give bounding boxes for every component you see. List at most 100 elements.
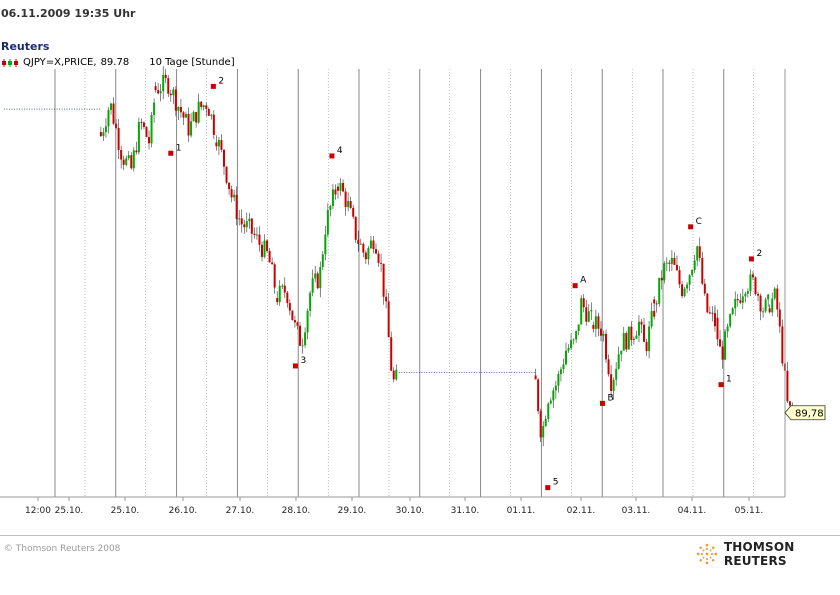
candle-body (195, 112, 198, 123)
candle-body (731, 308, 734, 315)
candle-body (658, 277, 661, 304)
candle-body (570, 340, 573, 349)
candle-body (135, 150, 138, 153)
candle-body (622, 333, 625, 351)
wave-marker (210, 83, 216, 89)
candle-body (301, 345, 304, 347)
candle-body (534, 375, 537, 380)
wave-label: 2 (756, 249, 762, 259)
candle-body (612, 379, 615, 391)
candle-body (726, 326, 729, 332)
candle-body (162, 74, 165, 92)
wave-marker (545, 485, 551, 491)
candle-body (683, 288, 686, 297)
candle-body (582, 298, 585, 308)
candle-body (364, 252, 367, 260)
x-tick-label: 28.10. (282, 506, 311, 516)
footer-divider (0, 535, 840, 536)
wave-marker (688, 224, 694, 230)
candle-body (607, 359, 610, 375)
candle-body (169, 93, 172, 96)
candle-body (542, 426, 545, 438)
x-tick-label: 30.10. (396, 506, 425, 516)
candle-body (349, 201, 352, 208)
candle-body (767, 294, 770, 300)
candle-body (385, 296, 388, 302)
candle-body (359, 243, 362, 245)
candle-body (339, 183, 342, 191)
thomson-reuters-logo-icon (696, 543, 718, 565)
candle-body (326, 209, 329, 235)
candle-body (734, 299, 737, 309)
candle-body (539, 411, 542, 438)
candle-body (314, 273, 317, 279)
candle-body (205, 105, 208, 109)
wave-marker (168, 150, 174, 156)
candle-body (117, 127, 120, 150)
candle-body (311, 278, 314, 293)
candle-body (617, 354, 620, 369)
candle-body (746, 291, 749, 294)
candle-body (207, 108, 210, 116)
candle-body (112, 103, 115, 124)
candle-body (759, 295, 762, 312)
candle-body (764, 299, 767, 312)
candle-body (223, 149, 225, 167)
x-tick-label: 12:00 (25, 506, 51, 516)
candle-body (768, 308, 771, 313)
candle-body (380, 262, 383, 264)
wave-label: A (580, 276, 587, 286)
x-tick-label: 31.10. (451, 506, 480, 516)
candle-body (615, 368, 618, 380)
x-tick-label: 03.11. (622, 506, 651, 516)
candle-body (200, 101, 203, 108)
candle-body (637, 321, 640, 336)
candle-body (182, 112, 185, 118)
candle-body (329, 205, 332, 210)
candle-body (212, 114, 215, 135)
candle-body (693, 260, 696, 270)
candle-body (739, 300, 742, 303)
candle-body (174, 89, 177, 111)
candle-body (587, 311, 590, 322)
candle-body (271, 262, 274, 265)
candle-body (698, 246, 701, 258)
candle-body (268, 250, 271, 263)
x-tick-label: 25.10. (55, 506, 84, 516)
candle-body (645, 341, 648, 352)
candle-body (716, 317, 719, 340)
candle-body (567, 348, 570, 351)
candle-body (736, 299, 739, 301)
candle-body (319, 267, 322, 289)
candle-body (278, 285, 281, 303)
candle-body (164, 74, 167, 79)
candle-body (788, 401, 791, 406)
candle-body (190, 121, 193, 136)
candle-body (744, 293, 747, 297)
candle-body (390, 337, 393, 371)
candle-body (104, 126, 107, 133)
candle-body (691, 269, 694, 276)
candle-body (668, 262, 671, 264)
candle-body (233, 194, 236, 198)
candle-body (235, 194, 238, 220)
candle-body (250, 218, 253, 234)
reference-lines (4, 108, 536, 374)
axes: 89,50090,00090,50091,00091,50092,00012:0… (0, 69, 826, 516)
candle-body (238, 218, 241, 220)
x-tick-label: 05.11. (735, 506, 764, 516)
x-tick-label: 04.11. (678, 506, 707, 516)
candles (99, 66, 794, 447)
candle-body (660, 277, 663, 281)
candle-body (337, 186, 339, 191)
candle-body (678, 270, 681, 285)
chart-timestamp: 06.11.2009 19:35 Uhr (1, 7, 136, 20)
candle-body (357, 239, 360, 244)
candle-body (610, 374, 613, 391)
candle-body (185, 114, 187, 118)
candle-body (344, 191, 347, 208)
candle-body (276, 298, 279, 303)
candle-body (749, 274, 752, 292)
candle-body (187, 114, 190, 136)
candle-body (781, 326, 784, 364)
